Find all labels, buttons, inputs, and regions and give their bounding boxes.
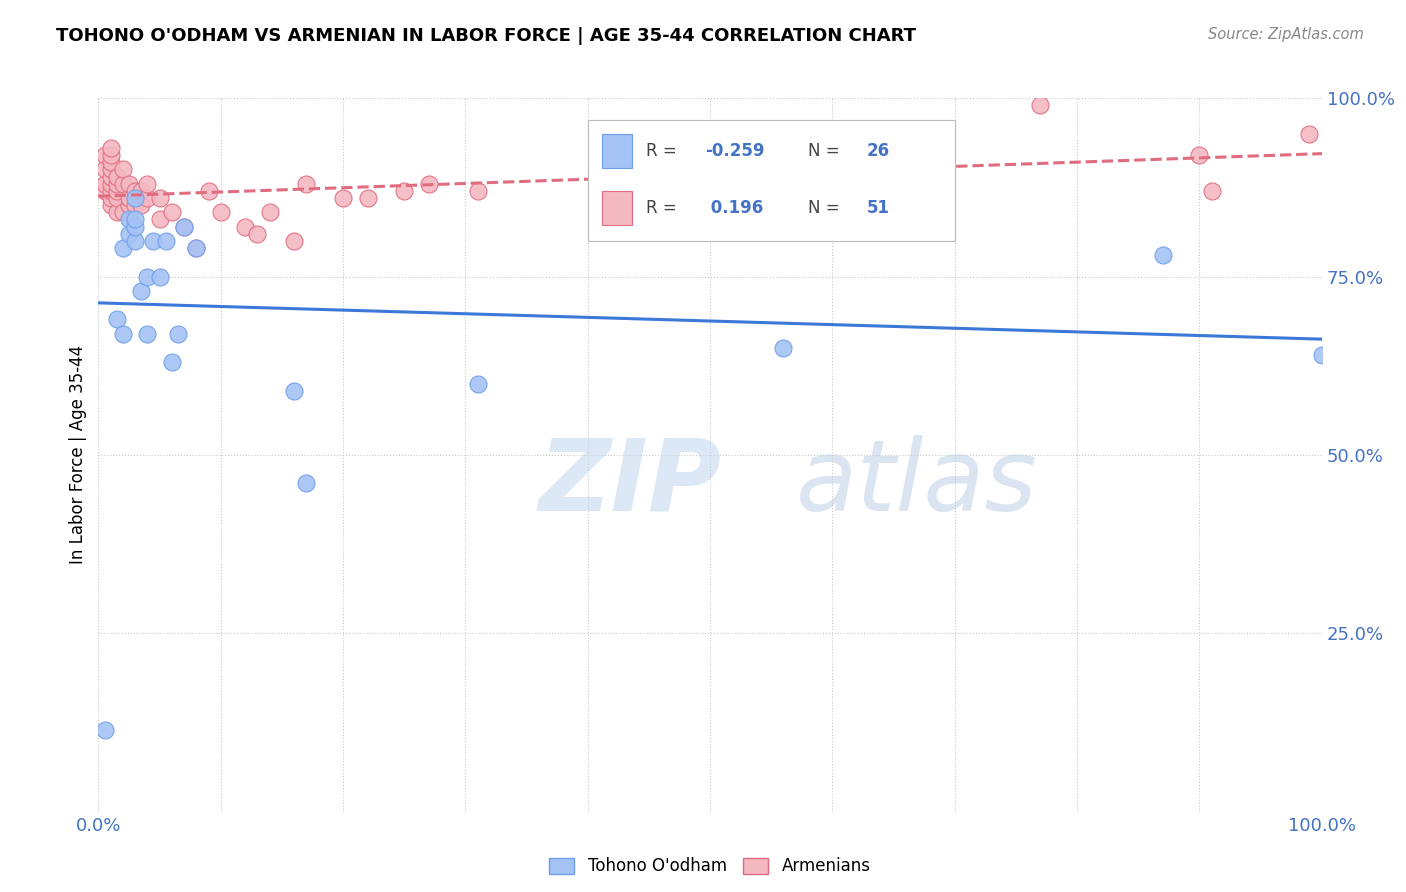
Point [124, 234, 146, 248]
Text: TOHONO O'ODHAM VS ARMENIAN IN LABOR FORCE | AGE 35-44 CORRELATION CHART: TOHONO O'ODHAM VS ARMENIAN IN LABOR FORC… [56, 27, 917, 45]
Point [173, 219, 195, 234]
Text: ZIP: ZIP [538, 435, 721, 532]
Point [100, 141, 122, 155]
Point [1298, 127, 1320, 141]
Point [233, 219, 256, 234]
Point [173, 219, 195, 234]
Point [111, 326, 134, 341]
Point [186, 241, 208, 255]
Point [136, 269, 159, 284]
Point [136, 326, 159, 341]
Point [136, 177, 159, 191]
Point [246, 227, 269, 241]
Point [100, 191, 122, 205]
Point [1310, 348, 1333, 362]
Point [149, 191, 172, 205]
Point [105, 184, 128, 198]
Point [186, 241, 208, 255]
Point [93, 723, 115, 737]
Point [118, 227, 141, 241]
Text: Source: ZipAtlas.com: Source: ZipAtlas.com [1208, 27, 1364, 42]
Point [160, 355, 183, 369]
Point [111, 162, 134, 177]
Point [129, 184, 152, 198]
Point [105, 312, 128, 326]
Point [111, 205, 134, 219]
Point [142, 234, 165, 248]
Y-axis label: In Labor Force | Age 35-44: In Labor Force | Age 35-44 [69, 345, 87, 565]
Legend: Tohono O'odham, Armenians: Tohono O'odham, Armenians [543, 851, 877, 882]
Point [118, 212, 141, 227]
Point [392, 184, 416, 198]
Point [124, 198, 146, 212]
Point [105, 205, 128, 219]
Point [149, 212, 172, 227]
Point [100, 198, 122, 212]
Point [209, 205, 232, 219]
Point [295, 476, 318, 491]
Point [167, 326, 190, 341]
Point [118, 191, 141, 205]
Point [467, 184, 489, 198]
Point [283, 384, 305, 398]
Point [1152, 248, 1174, 262]
Point [111, 241, 134, 255]
Point [124, 184, 146, 198]
Point [105, 191, 128, 205]
Point [124, 219, 146, 234]
Point [259, 205, 281, 219]
Point [155, 234, 177, 248]
Point [129, 198, 152, 212]
Point [197, 184, 219, 198]
Point [124, 212, 146, 227]
Point [283, 234, 305, 248]
Point [129, 284, 152, 298]
Point [100, 169, 122, 184]
Point [118, 177, 141, 191]
Point [100, 148, 122, 162]
Point [418, 177, 440, 191]
Point [93, 162, 115, 177]
Point [1029, 98, 1052, 112]
Point [136, 191, 159, 205]
Point [93, 148, 115, 162]
Point [295, 177, 318, 191]
Point [149, 269, 172, 284]
Point [93, 177, 115, 191]
Point [100, 177, 122, 191]
Point [111, 177, 134, 191]
Text: atlas: atlas [796, 435, 1038, 532]
Point [124, 191, 146, 205]
Point [1188, 148, 1211, 162]
Point [100, 162, 122, 177]
Point [105, 169, 128, 184]
Point [467, 376, 489, 391]
Point [118, 198, 141, 212]
Point [772, 341, 794, 355]
Point [105, 177, 128, 191]
Point [356, 191, 378, 205]
Point [100, 155, 122, 169]
Point [100, 184, 122, 198]
Point [160, 205, 183, 219]
Point [93, 184, 115, 198]
Point [1201, 184, 1223, 198]
Point [332, 191, 354, 205]
